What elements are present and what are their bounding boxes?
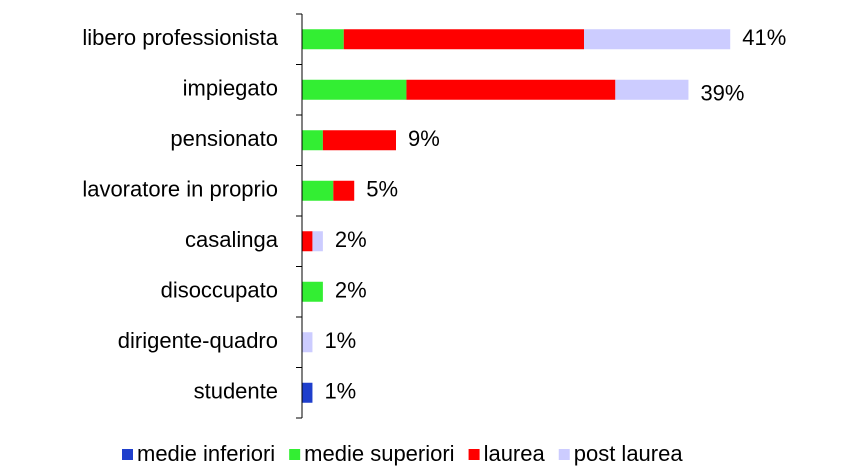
legend-swatch (122, 449, 133, 460)
total-label: 39% (700, 81, 744, 106)
legend-label: medie inferiori (137, 441, 275, 466)
category-label: impiegato (183, 76, 278, 101)
bar-segment (302, 382, 313, 403)
legend-label: medie superiori (304, 441, 454, 466)
category-label: disoccupato (161, 278, 278, 303)
category-label: pensionato (170, 126, 278, 151)
category-label: libero professionista (82, 25, 278, 50)
legend-label: laurea (484, 441, 546, 466)
total-label: 2% (335, 227, 367, 252)
total-label: 1% (324, 328, 356, 353)
category-label: casalinga (185, 227, 279, 252)
legend-swatch (558, 449, 570, 460)
total-label: 1% (324, 379, 356, 404)
bar-segment (302, 332, 313, 353)
bar-segment (302, 231, 313, 252)
bar-segment (302, 29, 344, 50)
bar-segment (584, 29, 731, 50)
bar-segment (615, 79, 689, 100)
total-label: 9% (408, 126, 440, 151)
total-label: 41% (742, 25, 786, 50)
category-label: studente (194, 379, 278, 404)
bar-segment (302, 281, 323, 302)
bar-segment (333, 180, 355, 201)
total-label: 2% (335, 278, 367, 303)
legend-label: post laurea (574, 441, 684, 466)
bar-segment (302, 180, 334, 201)
bar-segment (322, 130, 396, 151)
category-label: dirigente-quadro (118, 328, 278, 353)
bar-segment (343, 29, 584, 50)
category-label: lavoratore in proprio (82, 177, 278, 202)
bar-segment (312, 231, 323, 252)
bar-segment (406, 79, 616, 100)
legend-swatch (468, 449, 480, 460)
total-label: 5% (366, 177, 398, 202)
legend-swatch (289, 449, 301, 460)
bar-segment (302, 79, 407, 100)
bar-segment (302, 130, 323, 151)
